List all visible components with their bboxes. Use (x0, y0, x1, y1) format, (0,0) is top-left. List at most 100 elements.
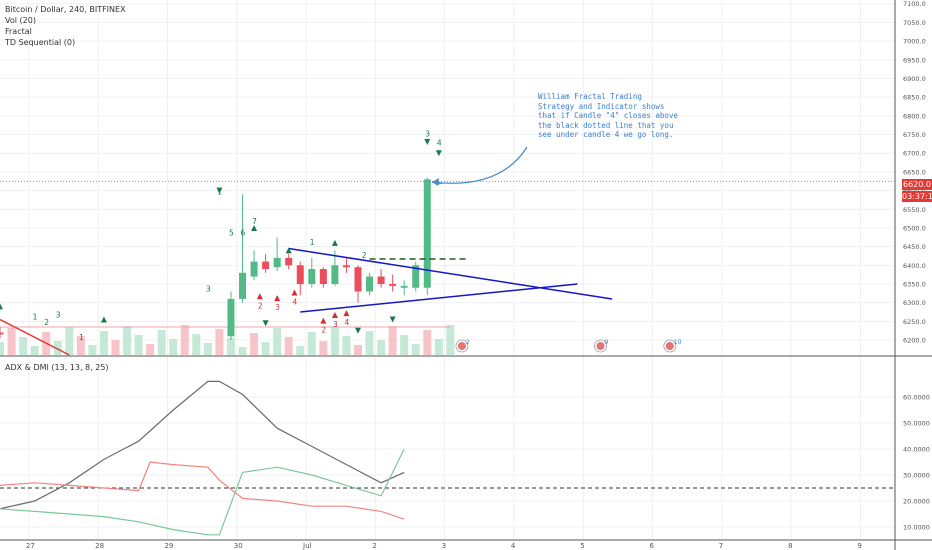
fractal-indicator-label[interactable]: Fractal (5, 27, 32, 36)
td-setup-arrow-icon (256, 293, 263, 300)
td-count-label: 2 (258, 301, 263, 310)
volume-bar (319, 341, 328, 355)
time-axis-label: 5 (580, 542, 584, 550)
td-setup-arrow-icon (291, 289, 298, 296)
volume-bar (99, 331, 108, 355)
price-tick-label: 6400.0 (903, 262, 926, 270)
td-count-label: 3 (56, 311, 61, 320)
time-axis-label: 29 (164, 542, 173, 550)
volume-bar (169, 339, 178, 355)
us-flag-fill (665, 342, 674, 350)
time-axis-label: 8 (788, 542, 792, 550)
volume-bar (400, 335, 409, 355)
candle-body (423, 179, 431, 288)
fractal-arrow-icon (251, 224, 258, 231)
fractal-arrow-icon (262, 320, 269, 327)
volume-bar (273, 328, 282, 355)
td-count-label: 1 (310, 238, 315, 247)
trendline (288, 247, 613, 300)
annotation-arrowhead-icon (432, 178, 439, 186)
td-count-label: 2 (321, 326, 326, 335)
volume-bar (423, 330, 432, 355)
us-flag-fill (596, 342, 605, 350)
price-tick-label: 6550.0 (903, 206, 926, 214)
adx-tick-label: 60.0000 (903, 394, 930, 402)
volume-bar (411, 344, 420, 355)
volume-bar (76, 336, 85, 355)
candle-body (342, 265, 350, 268)
adx-dmi-legend[interactable]: ADX & DMI (13, 13, 8, 25) (5, 363, 109, 372)
volume-bar (342, 336, 351, 355)
price-tick-label: 6200.0 (903, 337, 926, 345)
fractal-arrow-icon (285, 247, 292, 254)
fractal-arrow-icon (389, 316, 396, 323)
price-tick-label: 6750.0 (903, 131, 926, 139)
price-tick-label: 6650.0 (903, 168, 926, 176)
fractal-arrow-icon (355, 327, 361, 334)
price-tick-label: 6700.0 (903, 150, 926, 158)
td-sequential-label[interactable]: TD Sequential (0) (5, 38, 76, 47)
price-tick-label: 6450.0 (903, 243, 926, 251)
event-count-label: 9 (605, 339, 609, 346)
volume-bar (88, 345, 97, 355)
volume-bar (215, 329, 224, 355)
event-count-label: 10 (674, 339, 682, 346)
annotation-arrow (431, 146, 528, 184)
price-tick-label: 7000.0 (903, 38, 926, 46)
volume-bar (250, 333, 259, 355)
td-count-label: 5 (229, 228, 234, 237)
candle-body (285, 257, 293, 266)
volume-bar (134, 335, 143, 355)
candle-body (400, 285, 408, 288)
candle-body (227, 298, 235, 337)
volume-bar (53, 341, 62, 355)
volume-bar (123, 326, 132, 355)
volume-bar (0, 342, 4, 355)
fractal-arrow-icon (435, 150, 442, 157)
candle-body (377, 276, 385, 284)
td-count-label: 1 (217, 187, 222, 196)
time-axis-label: Jul (302, 542, 312, 550)
annotation-text[interactable]: William Fractal Trading Strategy and Ind… (538, 92, 678, 139)
volume-bar (307, 332, 316, 355)
candle-body (250, 261, 258, 277)
candle-body (308, 269, 316, 284)
volume-bar (296, 346, 305, 355)
volume-bar (19, 337, 28, 355)
volume-bar (238, 347, 247, 355)
td-count-label: 3 (425, 129, 430, 138)
volume-indicator-label[interactable]: Vol (20) (5, 16, 36, 25)
candle-body (0, 332, 4, 335)
td-count-label: 2 (44, 318, 49, 327)
td-setup-arrow-icon (320, 317, 327, 324)
td-count-label: 3 (206, 284, 211, 293)
volume-bar (7, 328, 16, 355)
volume-bar (157, 330, 166, 355)
volume-bar (434, 339, 443, 355)
candle-body (389, 284, 397, 286)
price-tick-label: 6800.0 (903, 112, 926, 120)
time-axis-label: 3 (442, 542, 446, 550)
td-count-label: 3 (333, 320, 338, 329)
candle-body (331, 265, 339, 284)
symbol-title[interactable]: Bitcoin / Dollar, 240, BITFINEX (5, 5, 126, 14)
us-flag-fill (457, 342, 466, 350)
volume-bar (30, 346, 39, 355)
price-tick-label: 6300.0 (903, 299, 926, 307)
adx-series-line (0, 448, 405, 536)
candle-body (239, 272, 247, 299)
td-count-label: 1 (79, 333, 84, 342)
time-axis-label: 7 (719, 542, 723, 550)
time-axis-label: 2 (372, 542, 376, 550)
price-tick-label: 7100.0 (903, 0, 926, 8)
time-axis-label: 28 (95, 542, 104, 550)
main-legend: Bitcoin / Dollar, 240, BITFINEX Vol (20)… (5, 4, 126, 48)
adx-series-line (0, 380, 405, 510)
volume-bar (65, 327, 74, 355)
adx-tick-label: 50.0000 (903, 420, 930, 428)
volume-bar (354, 345, 362, 355)
price-tick-label: 6350.0 (903, 281, 926, 289)
fractal-arrow-icon (216, 187, 223, 194)
td-setup-arrow-icon (331, 311, 338, 318)
